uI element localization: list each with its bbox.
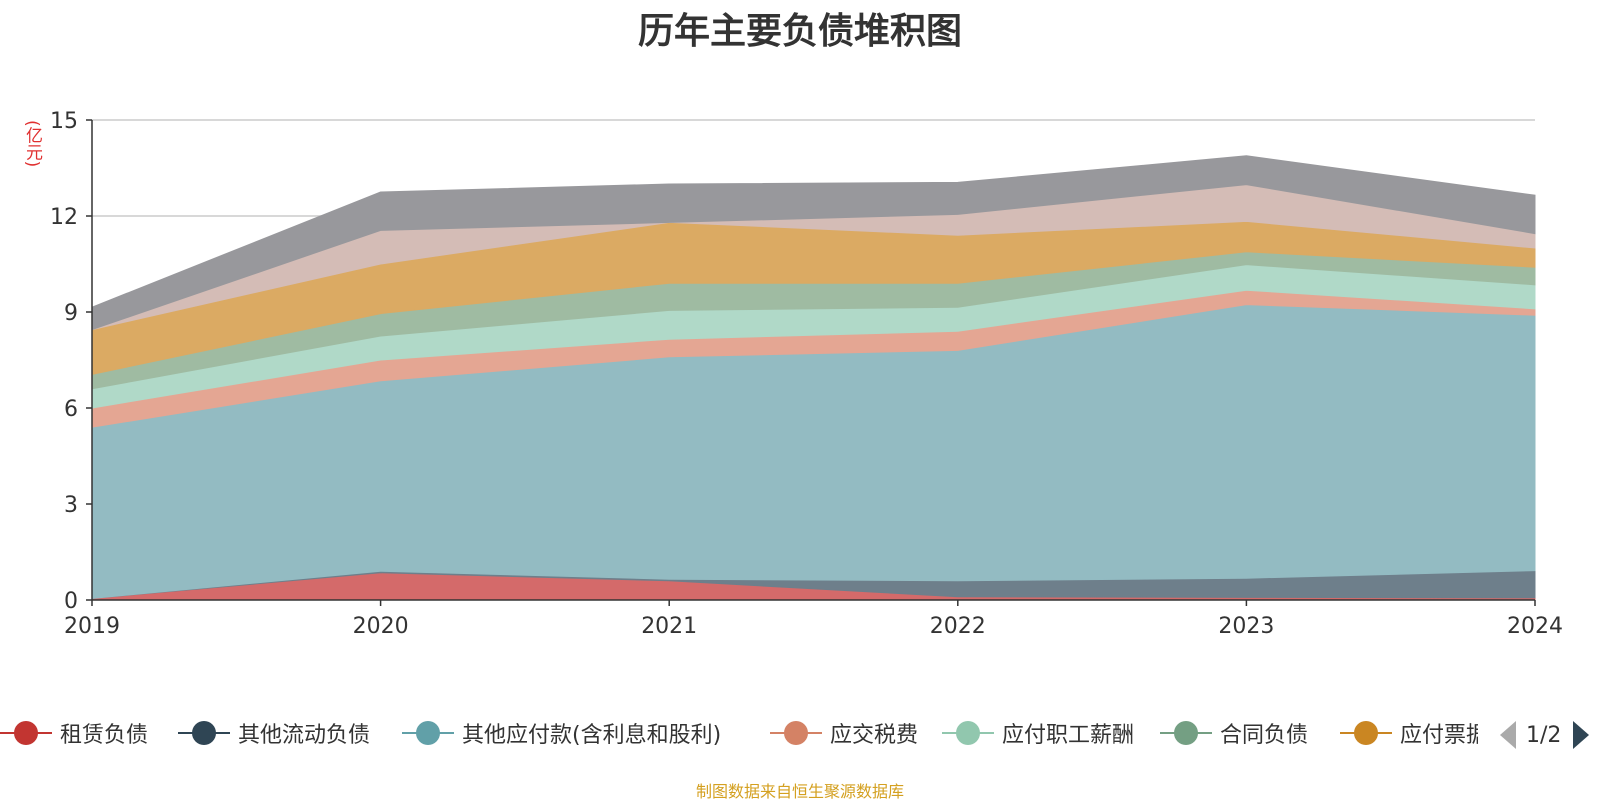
legend-item[interactable]: 应付职工薪酬 — [942, 715, 1134, 751]
legend-item[interactable]: 其他应付款(含利息和股利) — [402, 715, 721, 751]
y-axis-unit-label: (亿元) — [22, 120, 42, 168]
x-tick-label: 2020 — [353, 614, 409, 639]
legend-marker-icon — [770, 715, 822, 751]
data-source-note: 制图数据来自恒生聚源数据库 — [695, 782, 904, 801]
legend-label: 其他应付款(含利息和股利) — [462, 723, 722, 748]
stacked-area-chart: 0 3 6 9 12 15 2019 2020 2021 2022 2023 2024 — [50, 109, 1563, 639]
x-tick-label: 2021 — [641, 614, 697, 639]
x-tick-label: 2023 — [1218, 614, 1274, 639]
legend-marker-icon — [1160, 715, 1212, 751]
legend-item[interactable]: 其他流动负债 — [178, 715, 370, 751]
chart-title: 历年主要负债堆积图 — [637, 11, 962, 52]
legend-label: 租赁负债 — [60, 723, 149, 748]
legend-items: 租赁负债 其他流动负债 其他应付款(含利息和股利) 应交税费 应付职工薪酬 合同负债 应付票… — [0, 715, 1478, 755]
legend-item[interactable]: 租赁负债 — [0, 715, 148, 751]
legend-marker-icon — [402, 715, 454, 751]
y-tick-label: 3 — [64, 493, 78, 518]
legend-marker-icon — [1340, 715, 1392, 751]
legend-label: 应付票据 — [1400, 723, 1478, 748]
y-tick-label: 6 — [64, 397, 78, 422]
legend-item[interactable]: 合同负债 — [1160, 715, 1308, 751]
legend-next-page-icon[interactable] — [1573, 721, 1590, 749]
y-tick-label: 12 — [50, 205, 78, 230]
legend: 租赁负债 其他流动负债 其他应付款(含利息和股利) 应交税费 应付职工薪酬 合同负债 应付票… — [0, 715, 1600, 755]
legend-label: 合同负债 — [1220, 723, 1309, 748]
legend-pager: 1/2 — [1500, 721, 1590, 749]
axes: 0 3 6 9 12 15 2019 2020 2021 2022 2023 2024 — [50, 109, 1563, 639]
legend-marker-icon — [942, 715, 994, 751]
legend-item[interactable]: 应交税费 — [770, 715, 918, 751]
legend-marker-icon — [0, 715, 52, 751]
legend-label: 其他流动负债 — [238, 723, 371, 748]
x-tick-label: 2019 — [64, 614, 120, 639]
area-series-8 — [91, 155, 1536, 331]
x-tick-label: 2022 — [930, 614, 986, 639]
legend-label: 应付职工薪酬 — [1002, 723, 1135, 748]
legend-prev-page-icon[interactable] — [1500, 721, 1516, 749]
y-tick-label: 15 — [50, 109, 78, 134]
legend-page-indicator: 1/2 — [1526, 722, 1562, 748]
legend-label: 应交税费 — [830, 723, 919, 748]
legend-marker-icon — [178, 715, 230, 751]
legend-item[interactable]: 应付票据 — [1340, 715, 1478, 751]
y-tick-label: 0 — [64, 589, 78, 614]
y-tick-label: 9 — [64, 301, 78, 326]
series-areas — [91, 155, 1536, 601]
x-tick-label: 2024 — [1507, 614, 1563, 639]
